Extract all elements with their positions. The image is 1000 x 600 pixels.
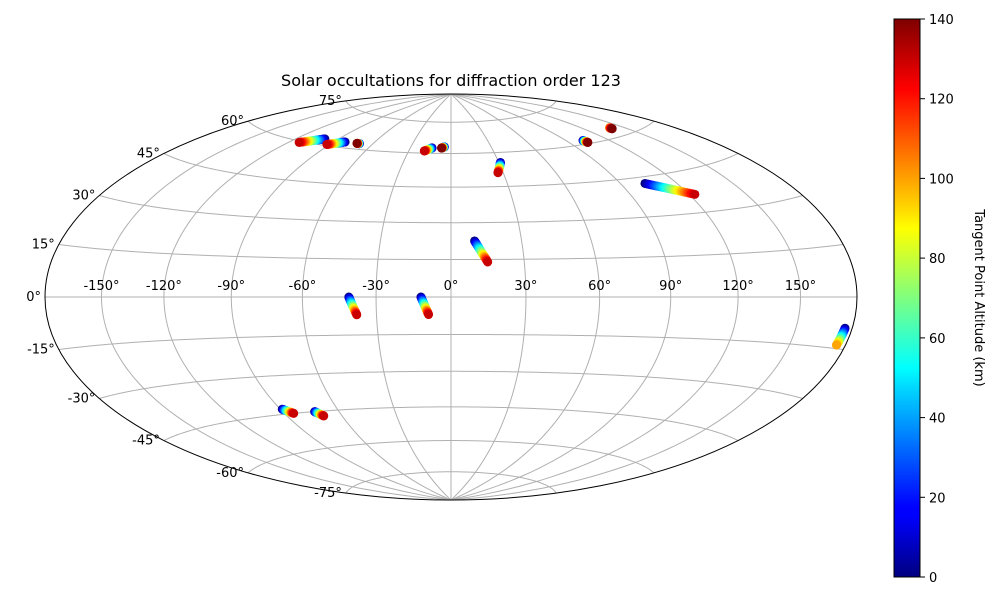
colorbar: 0 20 40 60 80 100 120 140 Tangent Point Altitud… [893, 13, 986, 586]
occultation-point [352, 138, 362, 148]
occultation-point [437, 143, 447, 153]
occultation-point [419, 146, 429, 156]
colorbar-label: Tangent Point Altitude (km) [971, 208, 986, 386]
lat-tick-label: 0° [26, 290, 41, 305]
grid-meridian [450, 94, 527, 500]
lat-tick-label: 15° [32, 238, 55, 253]
lon-tick-label: -90° [217, 279, 245, 294]
occultation-point [424, 310, 434, 320]
occultation-track [831, 323, 850, 350]
lon-tick-label: 60° [588, 279, 611, 294]
colorbar-tick-label: 80 [929, 252, 946, 267]
lat-tick-label: -60° [216, 466, 244, 481]
occultation-point [322, 139, 332, 149]
occultation-point [831, 340, 841, 350]
lon-tick-label: 150° [785, 279, 816, 294]
lat-tick-label: 60° [221, 114, 244, 129]
lon-tick-label: -150° [83, 279, 119, 294]
occultation-point [607, 124, 617, 134]
occultation-track [352, 138, 364, 149]
grid [45, 94, 857, 500]
colorbar-tick-label: 0 [929, 571, 937, 586]
occultation-track [470, 236, 493, 267]
colorbar-tick-label: 100 [929, 172, 954, 187]
lon-tick-labels: -150° -120° -90° -60° -30° 0° 30° 60° 90° 120° 150… [83, 279, 816, 294]
lat-tick-label: -30° [68, 392, 96, 407]
colorbar-tick-label: 120 [929, 93, 954, 108]
grid-meridian [450, 94, 672, 500]
occultation-track [310, 407, 329, 421]
occultation-track [437, 142, 449, 153]
grid-meridian [450, 94, 601, 500]
occultation-track [640, 178, 700, 199]
occultation-track [277, 404, 299, 418]
chart-title: Solar occultations for diffraction order… [281, 71, 621, 90]
grid-meridian [375, 94, 452, 500]
lon-tick-label: -30° [362, 279, 390, 294]
lon-tick-label: 30° [514, 279, 537, 294]
lat-tick-label: -45° [132, 434, 160, 449]
lat-tick-label: -75° [314, 486, 342, 501]
occultation-track [578, 136, 593, 147]
occultation-point [352, 310, 362, 320]
occultation-track [419, 143, 437, 156]
colorbar-gradient [893, 18, 921, 578]
occultation-point [583, 137, 593, 147]
grid-meridian [450, 94, 802, 500]
map-area: -150° -120° -90° -60° -30° 0° 30° 60° 90° 120° 150… [26, 93, 858, 501]
occultation-point [493, 168, 503, 178]
lon-tick-label: -60° [289, 279, 317, 294]
lon-tick-label: 120° [722, 279, 753, 294]
occultation-track [344, 292, 362, 320]
occultation-track [493, 157, 505, 178]
occultation-point [294, 137, 304, 147]
colorbar-tick-label: 40 [929, 412, 946, 427]
colorbar-tick-label: 60 [929, 332, 946, 347]
lat-tick-label: 30° [72, 189, 95, 204]
colorbar-ticks: 0 20 40 60 80 100 120 140 [920, 13, 954, 586]
occultation-track [294, 134, 330, 147]
occultation-track [416, 292, 434, 320]
occultation-points [277, 123, 850, 421]
occultation-track [605, 123, 617, 134]
colorbar-tick-label: 140 [929, 13, 954, 28]
occultation-point [289, 408, 299, 418]
lat-tick-label: 45° [137, 147, 160, 162]
occultation-point [319, 411, 329, 421]
grid-meridian [100, 94, 452, 500]
grid-meridian [450, 94, 739, 500]
grid-meridian [301, 94, 452, 500]
lat-tick-labels: 75° 60° 45° 30° 15° 0° -15° -30° -45° -60° -75° [26, 94, 342, 501]
colorbar-tick-label: 20 [929, 491, 946, 506]
lon-tick-label: 90° [659, 279, 682, 294]
lon-tick-label: 0° [444, 279, 459, 294]
lat-tick-label: 75° [319, 94, 342, 109]
occultation-track [322, 137, 350, 149]
lat-tick-label: -15° [27, 343, 55, 358]
lon-tick-label: -120° [146, 279, 182, 294]
occultation-point [690, 189, 700, 199]
occultation-point [483, 257, 493, 267]
grid-meridian [163, 94, 452, 500]
map-boundary [44, 93, 858, 501]
